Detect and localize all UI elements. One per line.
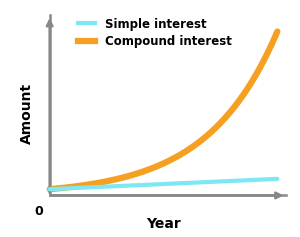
- Text: Year: Year: [146, 217, 181, 231]
- Legend: Simple interest, Compound interest: Simple interest, Compound interest: [78, 18, 232, 49]
- Text: 0: 0: [34, 205, 43, 218]
- Text: Amount: Amount: [20, 83, 34, 144]
